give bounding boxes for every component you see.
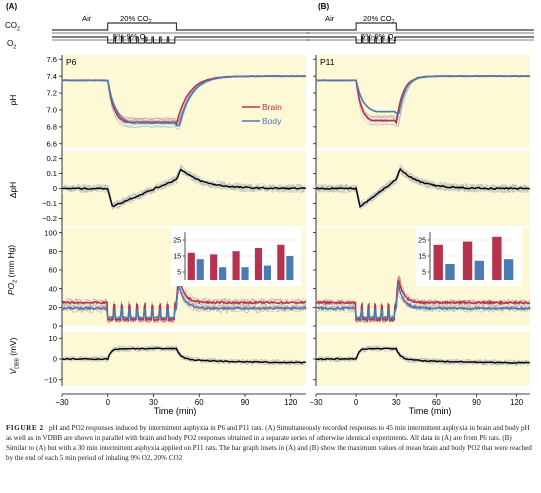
tick-vdc-2: −10 [44,375,57,384]
xtick-b-3: 60 [432,398,441,407]
tick-ph-0: 7.6 [46,55,57,64]
xtick-b-5: 120 [510,398,524,407]
ph-body-trace-a [61,75,306,127]
inset-bar-brain-a-4 [277,244,285,280]
time-axis-label-a: Time (min) [154,406,197,416]
tick-ph-2: 7.2 [46,89,57,98]
stimulus-row-labels: CO2 O2 [5,21,20,51]
caption-label: FIGURE 2 [6,424,44,432]
tick-po2-4: 20 [49,303,57,312]
age-label-b: P11 [320,57,335,67]
y-axis-labels: pH ΔpH PO2 (mm Hg) VDBB (mV) [6,95,21,375]
po2-body-trace-a [61,284,307,320]
tick-dph-0: 0.2 [46,154,57,163]
xtick-b-1: 0 [354,398,359,407]
svg-text:Air: Air [325,14,335,23]
inset-bar-brain-b-1 [462,241,473,280]
figure-canvas: (A) (B) CO2 O2 Air 20% CO2 5%-9% O2 Air … [5,2,534,416]
stimulus-text-b: Air 20% CO2 5%-9% O2 [325,14,397,43]
row-co2-label: CO [5,21,17,30]
po2-brain-trace-b [315,279,530,324]
tick-po2-0: 100 [44,228,57,237]
xtick-a-4: 90 [241,398,250,407]
inset-bar-brain-a-0 [187,252,195,280]
svg-text:O2: O2 [7,39,16,51]
xtick-a-3: 60 [195,398,204,407]
xtick-b-4: 90 [472,398,481,407]
inset-bar-body-a-2 [241,267,249,280]
ph-body-trace-b [315,75,531,115]
tick-dph-4: −0.2 [42,214,57,223]
inset-bar-body-b-2 [503,259,514,280]
inset-tick-a-1: 15 [173,254,181,261]
inset-bar-brain-b-0 [433,244,443,280]
svg-text:20% CO2: 20% CO2 [120,14,152,25]
legend: Brain Body [242,102,282,126]
tick-po2-5: 0 [53,322,57,331]
time-axis-label-b: Time (min) [409,406,452,416]
inset-bar-body-b-1 [474,260,484,280]
inset-tick-a-0: 25 [173,238,181,245]
inset-tick-b-0: 25 [418,238,426,245]
inset-tick-b-1: 15 [418,254,426,261]
svg-text:Air: Air [82,14,92,23]
xtick-b-0: −30 [309,398,323,407]
inset-bar-brain-a-1 [210,254,218,280]
dph-axis-label: ΔpH [8,182,18,198]
dph-mean-trace-b [316,167,531,209]
tick-ph-4: 6.8 [46,123,57,132]
tick-dph-1: 0.1 [46,169,57,178]
tick-dph-3: −0.1 [42,199,57,208]
legend-body: Body [262,116,282,126]
panel-label-b: (B) [318,2,329,11]
tick-ph-3: 7.0 [46,106,57,115]
caption-text: pH and PO2 responses induced by intermit… [6,424,532,463]
tick-vdc-1: 0 [53,355,57,364]
dph-mean-trace-a [61,168,307,208]
tick-po2-3: 40 [49,284,57,293]
tick-dph-2: 0 [53,184,57,193]
svg-text:20% CO2: 20% CO2 [363,14,395,25]
panel-label-a: (A) [6,2,17,11]
xtick-a-2: 30 [149,398,158,407]
inset-bar-body-a-0 [196,259,204,280]
panel-bg-ph-b [316,55,530,148]
vdc-axis-label: VDBB (mV) [8,337,21,374]
tick-ph-5: 6.6 [46,139,57,148]
vdc-mean-trace-a [61,347,307,364]
xtick-a-1: 0 [106,398,111,407]
figure-caption: FIGURE 2 pH and PO2 responses induced by… [6,423,534,463]
stimulus-text-a: Air 20% CO2 5%-9% O2 [82,14,152,43]
row-o2-label: O [7,39,13,48]
po2-brain-trace-a [61,276,307,323]
tick-po2-2: 60 [49,266,57,275]
xtick-a-0: −30 [55,398,69,407]
tick-vdc-0: 10 [49,334,57,343]
tick-po2-1: 80 [49,247,57,256]
inset-bar-brain-b-2 [492,236,502,280]
inset-bar-brain-a-3 [254,248,263,280]
vdc-mean-trace-b [315,347,531,364]
inset-bar-body-b-0 [445,264,455,280]
inset-tick-b-2: 5 [422,270,426,277]
svg-text:CO2: CO2 [5,21,20,33]
inset-bar-brain-a-2 [232,251,240,280]
xtick-b-2: 30 [392,398,401,407]
inset-bar-body-a-3 [263,265,272,280]
inset-bar-body-a-1 [219,267,227,280]
inset-tick-a-2: 5 [177,270,181,277]
po2-axis-label: PO2 (mm Hg) [6,245,19,295]
legend-brain: Brain [262,102,282,112]
stimulus-protocol-a [52,22,310,44]
inset-bar-body-a-4 [286,256,294,280]
stimulus-protocol-b [306,22,534,44]
po2-body-trace-b [315,284,531,321]
xtick-a-5: 120 [284,398,298,407]
ph-axis-label: pH [8,95,18,106]
tick-ph-1: 7.4 [46,72,57,81]
svg-text:5%-9% O2: 5%-9% O2 [361,32,397,43]
age-label-a: P6 [66,57,77,67]
